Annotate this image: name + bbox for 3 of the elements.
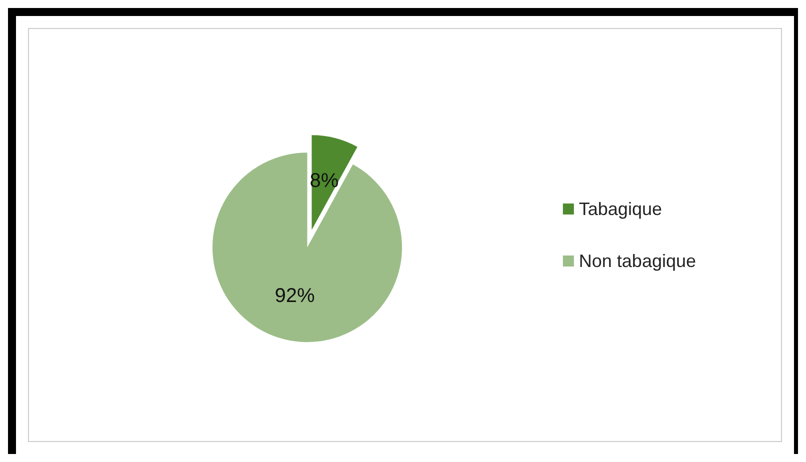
data-label: 92% [274, 285, 315, 308]
legend-label: Tabagique [578, 199, 662, 219]
legend-label: Non tabagique [578, 251, 696, 271]
